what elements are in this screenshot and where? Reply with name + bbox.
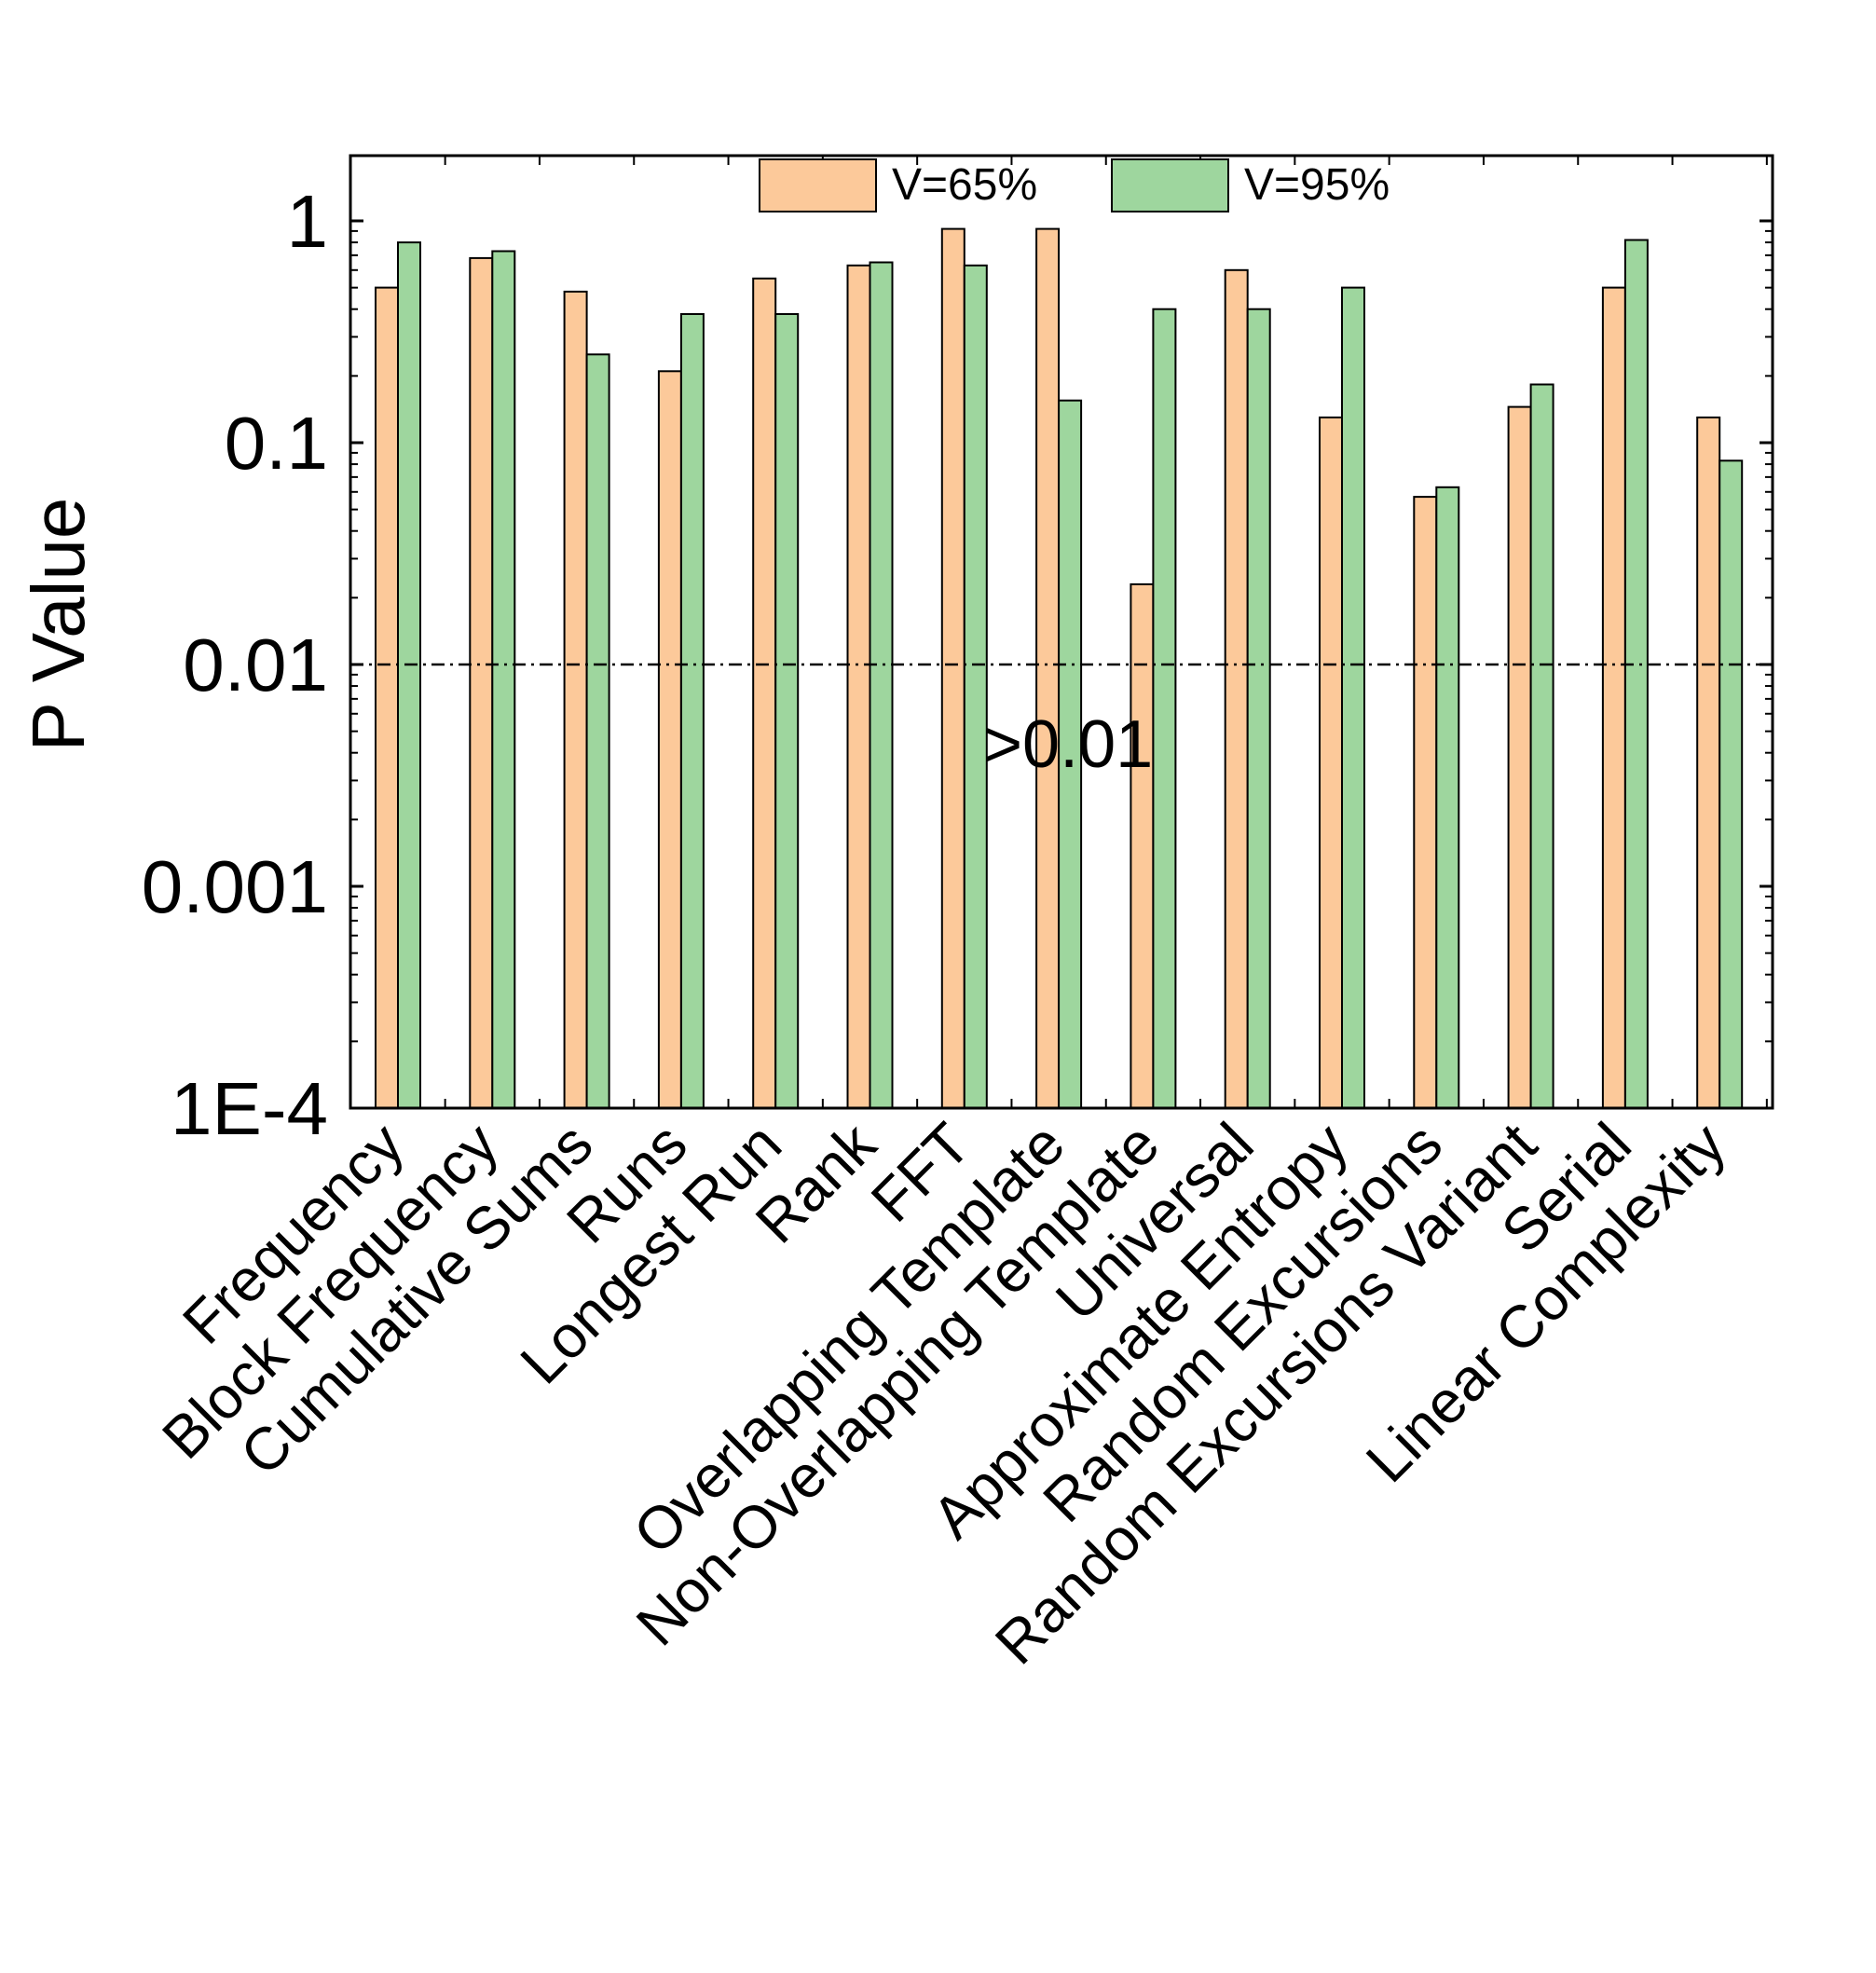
- bar-v65-1: [469, 256, 494, 1109]
- bar-v65-13: [1601, 286, 1626, 1110]
- bar-v65-7: [1035, 227, 1061, 1110]
- bar-v65-9: [1224, 268, 1249, 1109]
- reference-layer: >0.01: [350, 663, 1773, 782]
- bar-v65-6: [940, 227, 965, 1110]
- y-tick-label: 1E-4: [171, 1067, 328, 1150]
- legend-label-v65: V=65%: [892, 160, 1037, 210]
- axes-layer: P Value: [17, 154, 1774, 1110]
- bars-layer: [375, 227, 1744, 1110]
- bar-v95-5: [869, 261, 894, 1109]
- bar-v95-0: [397, 241, 421, 1110]
- plot-frame: [349, 154, 1774, 1110]
- bar-v95-12: [1529, 383, 1554, 1109]
- bar-v65-14: [1696, 416, 1721, 1109]
- legend-swatch-v65: [759, 158, 877, 212]
- bar-v95-6: [963, 264, 988, 1109]
- legend-label-v95: V=95%: [1244, 160, 1390, 210]
- ticks-layer: 1 0.1 0.01 0.001 1E-4: [142, 156, 1773, 1150]
- bar-v65-3: [657, 370, 682, 1109]
- y-tick-label: 1: [287, 180, 329, 263]
- legend-swatch-v95: [1111, 158, 1229, 212]
- bar-v95-3: [679, 313, 705, 1109]
- bar-v95-13: [1623, 239, 1649, 1109]
- bar-v95-4: [774, 313, 800, 1109]
- y-axis-title: P Value: [17, 498, 100, 752]
- legend: V=65% V=95%: [759, 158, 1390, 212]
- bar-v95-9: [1246, 308, 1271, 1109]
- bar-v65-4: [752, 277, 777, 1109]
- y-tick-label: 0.01: [183, 623, 328, 706]
- bar-v95-14: [1719, 459, 1744, 1109]
- bar-v65-2: [563, 290, 588, 1109]
- bar-v95-8: [1152, 308, 1177, 1109]
- bar-v65-8: [1130, 582, 1155, 1109]
- bar-v95-11: [1435, 486, 1460, 1109]
- bar-v65-10: [1319, 416, 1343, 1109]
- bar-v95-2: [585, 353, 610, 1109]
- y-tick-label: 0.001: [142, 845, 328, 928]
- bar-v65-12: [1507, 405, 1532, 1110]
- bar-v65-11: [1413, 496, 1438, 1109]
- y-tick-label: 0.1: [225, 402, 328, 485]
- bar-v95-1: [491, 250, 516, 1109]
- bar-v65-5: [846, 264, 871, 1109]
- threshold-annotation: >0.01: [983, 707, 1153, 782]
- bar-v65-0: [375, 286, 399, 1110]
- bar-v95-10: [1341, 286, 1365, 1110]
